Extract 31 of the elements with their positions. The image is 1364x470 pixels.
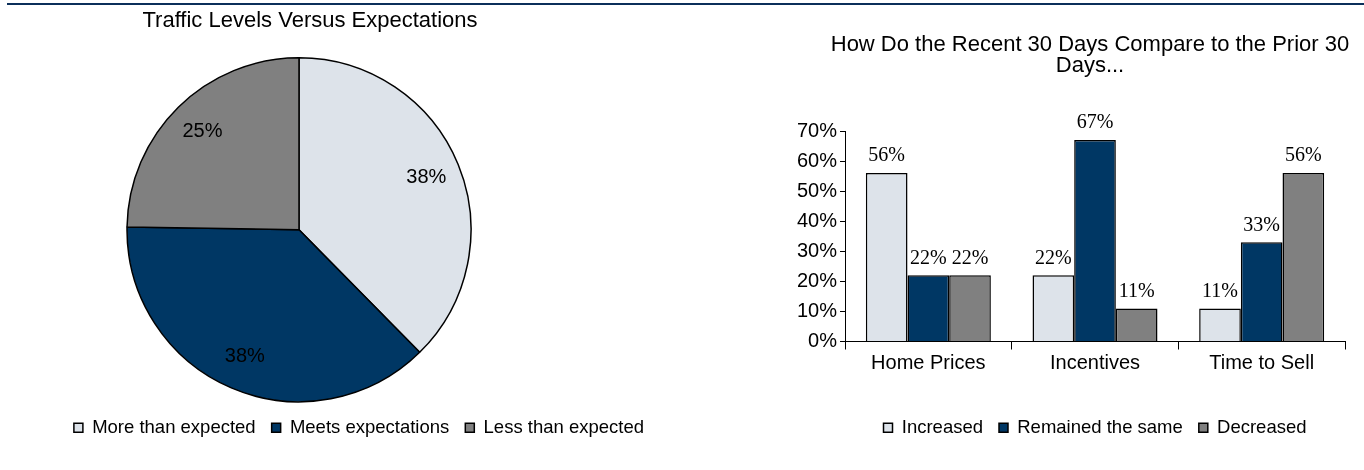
legend-label: Less than expected	[483, 415, 645, 437]
y-tick-label: 10%	[797, 298, 838, 321]
legend-label: More than expected	[92, 415, 256, 437]
chart-title: How Do the Recent 30 Days Compare to the Prior 30 Days...	[829, 31, 1351, 77]
x-tick-label: Home Prices	[871, 351, 986, 374]
data-label: 25%	[182, 119, 223, 142]
legend-label: Decreased	[1217, 415, 1307, 437]
data-label: 56%	[1285, 143, 1322, 166]
x-tick-label: Time to Sell	[1209, 351, 1315, 374]
y-tick-label: 20%	[797, 268, 838, 291]
legend-label: Meets expectations	[289, 415, 450, 437]
chart-title: Traffic Levels Versus Expectations	[141, 7, 479, 32]
data-label: 67%	[1076, 110, 1114, 133]
y-tick-label: 60%	[797, 148, 838, 171]
legend-label: Remained the same	[1017, 415, 1183, 437]
y-tick-label: 40%	[797, 208, 838, 231]
legend-label: Increased	[901, 415, 983, 437]
x-tick-label: Incentives	[1049, 351, 1141, 374]
data-label: 38%	[224, 343, 266, 366]
y-tick-label: 70%	[797, 118, 838, 141]
y-tick-label: 50%	[797, 178, 838, 201]
y-tick-label: 0%	[808, 329, 838, 352]
data-label: 38%	[406, 165, 447, 188]
data-label: 22%	[1035, 245, 1072, 268]
data-label: 11%	[1202, 278, 1238, 301]
data-label: 33%	[1243, 212, 1281, 235]
data-label: 11%	[1118, 278, 1155, 301]
data-label: 56%	[868, 143, 906, 166]
data-label: 22%	[910, 245, 947, 268]
y-tick-label: 30%	[797, 238, 838, 261]
data-label: 22%	[951, 245, 989, 268]
